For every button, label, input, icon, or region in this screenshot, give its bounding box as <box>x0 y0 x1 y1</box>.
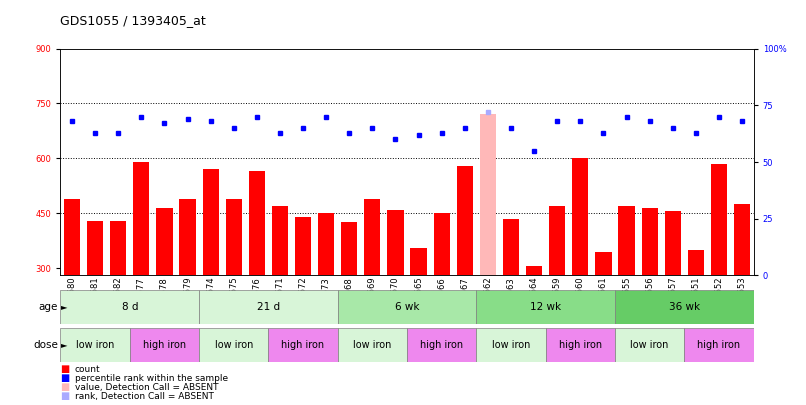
Bar <box>64 198 80 275</box>
Bar <box>615 328 684 362</box>
Text: ►: ► <box>61 341 68 350</box>
Text: 6 wk: 6 wk <box>395 302 419 312</box>
Bar <box>272 206 288 275</box>
Bar <box>503 219 519 275</box>
Bar <box>87 221 103 275</box>
Bar <box>199 328 268 362</box>
Bar <box>338 328 407 362</box>
Text: low iron: low iron <box>630 340 669 350</box>
Bar <box>410 248 426 275</box>
Bar <box>202 169 218 275</box>
Bar <box>480 115 496 275</box>
Text: age: age <box>39 302 58 311</box>
Bar <box>596 252 612 275</box>
Text: rank, Detection Call = ABSENT: rank, Detection Call = ABSENT <box>75 392 214 401</box>
Bar <box>684 328 754 362</box>
Text: high iron: high iron <box>143 340 186 350</box>
Bar <box>249 171 265 275</box>
Bar <box>549 206 565 275</box>
Text: low iron: low iron <box>76 340 114 350</box>
Bar <box>133 162 149 275</box>
Bar <box>180 198 196 275</box>
Text: high iron: high iron <box>420 340 463 350</box>
Text: 8 d: 8 d <box>122 302 138 312</box>
Text: count: count <box>75 365 101 374</box>
Bar <box>60 328 130 362</box>
Text: low iron: low iron <box>353 340 392 350</box>
Text: high iron: high iron <box>559 340 602 350</box>
Text: high iron: high iron <box>281 340 325 350</box>
Bar <box>226 198 242 275</box>
Bar <box>457 166 473 275</box>
Bar <box>364 198 380 275</box>
Text: 12 wk: 12 wk <box>530 302 561 312</box>
Bar <box>338 290 476 324</box>
Bar <box>295 217 311 275</box>
Text: 21 d: 21 d <box>257 302 280 312</box>
Bar <box>642 208 658 275</box>
Bar <box>688 250 704 275</box>
Bar <box>130 328 199 362</box>
Text: dose: dose <box>33 340 58 350</box>
Text: GDS1055 / 1393405_at: GDS1055 / 1393405_at <box>60 14 206 27</box>
Bar <box>618 206 634 275</box>
Bar <box>572 158 588 275</box>
Bar <box>407 328 476 362</box>
Bar <box>156 208 172 275</box>
Bar <box>199 290 338 324</box>
Bar <box>615 290 754 324</box>
Text: ■: ■ <box>60 382 69 392</box>
Text: high iron: high iron <box>697 340 741 350</box>
Bar <box>268 328 338 362</box>
Bar <box>711 164 727 275</box>
Text: 36 wk: 36 wk <box>669 302 700 312</box>
Bar <box>110 221 127 275</box>
Text: low iron: low iron <box>492 340 530 350</box>
Bar <box>546 328 615 362</box>
Bar <box>734 204 750 275</box>
Bar <box>665 211 681 275</box>
Text: low iron: low iron <box>214 340 253 350</box>
Bar <box>476 290 615 324</box>
Text: ■: ■ <box>60 373 69 383</box>
Text: ■: ■ <box>60 391 69 401</box>
Bar <box>318 213 334 275</box>
Bar <box>341 222 357 275</box>
Text: ►: ► <box>61 302 68 311</box>
Bar <box>434 213 450 275</box>
Text: percentile rank within the sample: percentile rank within the sample <box>75 374 228 383</box>
Bar <box>388 209 404 275</box>
Text: ■: ■ <box>60 364 69 374</box>
Bar <box>526 266 542 275</box>
Bar <box>476 328 546 362</box>
Text: value, Detection Call = ABSENT: value, Detection Call = ABSENT <box>75 383 218 392</box>
Bar <box>60 290 199 324</box>
